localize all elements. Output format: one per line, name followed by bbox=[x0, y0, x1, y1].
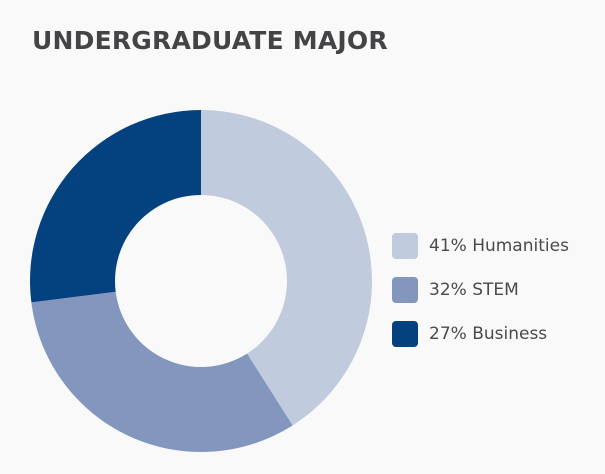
chart-title: UNDERGRADUATE MAJOR bbox=[32, 26, 388, 55]
legend-item-business[interactable]: 27% Business bbox=[392, 320, 569, 348]
donut-slice-humanities[interactable] bbox=[201, 110, 373, 426]
legend-swatch-humanities bbox=[392, 233, 418, 259]
donut-slice-stem[interactable] bbox=[31, 291, 293, 453]
donut-slice-business[interactable] bbox=[30, 109, 202, 303]
legend-item-stem[interactable]: 32% STEM bbox=[392, 276, 569, 304]
legend-label-humanities: 41% Humanities bbox=[429, 236, 569, 256]
legend-swatch-stem bbox=[392, 277, 418, 303]
legend-label-stem: 32% STEM bbox=[429, 280, 519, 300]
donut-slices bbox=[30, 109, 373, 453]
legend-swatch-business bbox=[392, 321, 418, 347]
legend-label-business: 27% Business bbox=[429, 324, 548, 344]
chart-legend: 41% Humanities 32% STEM 27% Business bbox=[392, 232, 569, 364]
legend-item-humanities[interactable]: 41% Humanities bbox=[392, 232, 569, 260]
